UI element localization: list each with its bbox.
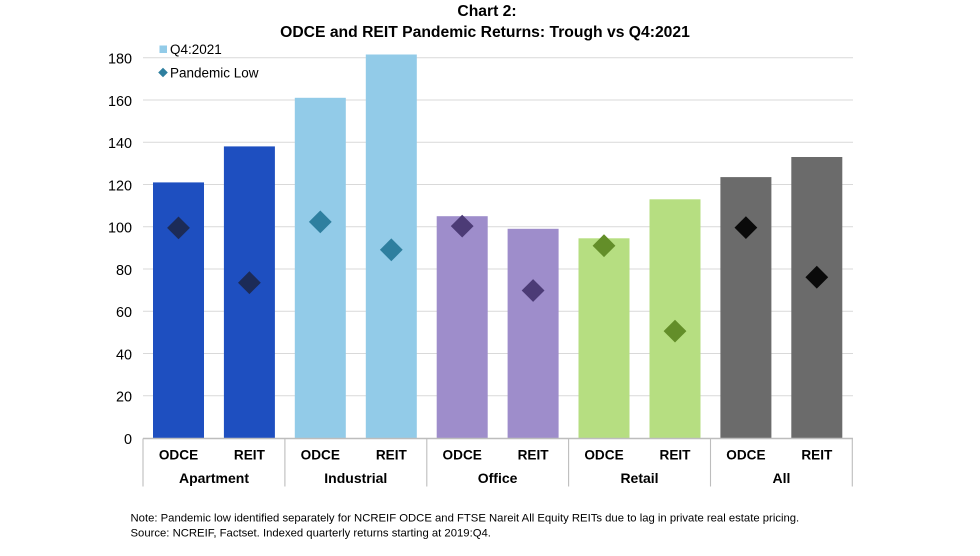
svg-text:180: 180 (108, 52, 132, 68)
svg-text:Note: Pandemic low identified: Note: Pandemic low identified separately… (131, 512, 800, 524)
svg-text:60: 60 (116, 305, 132, 321)
svg-text:Industrial: Industrial (324, 470, 387, 486)
svg-text:160: 160 (108, 94, 132, 110)
svg-text:ODCE: ODCE (726, 448, 765, 463)
svg-text:100: 100 (108, 221, 132, 237)
svg-text:Source: NCREIF, Factset. Index: Source: NCREIF, Factset. Indexed quarter… (131, 527, 491, 539)
svg-text:140: 140 (108, 136, 132, 152)
svg-text:Pandemic Low: Pandemic Low (170, 66, 259, 81)
svg-text:20: 20 (116, 390, 132, 406)
svg-text:Chart 2:: Chart 2: (457, 3, 516, 20)
svg-text:Office: Office (478, 470, 518, 486)
svg-text:ODCE and REIT Pandemic Returns: ODCE and REIT Pandemic Returns: Trough v… (280, 24, 690, 41)
svg-text:REIT: REIT (376, 448, 408, 463)
svg-text:REIT: REIT (234, 448, 266, 463)
svg-text:REIT: REIT (518, 448, 550, 463)
svg-text:80: 80 (116, 263, 132, 279)
svg-text:ODCE: ODCE (584, 448, 623, 463)
svg-text:REIT: REIT (660, 448, 692, 463)
svg-text:Q4:2021: Q4:2021 (170, 42, 222, 57)
svg-text:120: 120 (108, 179, 132, 195)
svg-text:40: 40 (116, 348, 132, 364)
svg-text:REIT: REIT (801, 448, 833, 463)
svg-text:ODCE: ODCE (159, 448, 198, 463)
svg-text:0: 0 (124, 432, 132, 448)
svg-text:All: All (772, 470, 790, 486)
svg-text:ODCE: ODCE (443, 448, 482, 463)
svg-text:ODCE: ODCE (301, 448, 340, 463)
svg-text:Apartment: Apartment (179, 470, 249, 486)
svg-text:Retail: Retail (620, 470, 658, 486)
